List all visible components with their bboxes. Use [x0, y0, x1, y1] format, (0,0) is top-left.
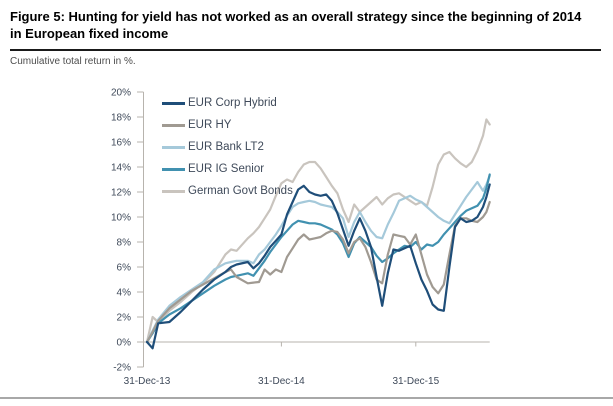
- x-axis-label: 31-Dec-13: [124, 376, 171, 387]
- chart-subtitle: Cumulative total return in %.: [10, 56, 136, 67]
- bottom-divider: [0, 397, 613, 399]
- y-axis-label: 2%: [117, 313, 132, 324]
- y-axis-label: 16%: [111, 138, 131, 149]
- legend-item: EUR IG Senior: [162, 158, 293, 180]
- y-axis-label: 4%: [117, 288, 132, 299]
- x-axis-label: 31-Dec-14: [258, 376, 305, 387]
- series-line-german-govt-bonds: [145, 118, 491, 344]
- legend-swatch-line-icon: [162, 167, 185, 171]
- legend-swatch-line-icon: [162, 189, 185, 193]
- y-axis-label: 10%: [111, 213, 131, 224]
- x-axis-label: 31-Dec-15: [392, 376, 439, 387]
- legend-label: EUR HY: [188, 119, 232, 131]
- legend-swatch-line-icon: [162, 123, 185, 127]
- legend-item: EUR Bank LT2: [162, 136, 293, 158]
- legend-item: EUR Corp Hybrid: [162, 92, 293, 114]
- y-axis-label: 14%: [111, 163, 131, 174]
- legend-swatch-line-icon: [162, 101, 185, 105]
- series-line-eur-corp-hybrid: [145, 183, 491, 350]
- legend-label: EUR Corp Hybrid: [188, 97, 277, 109]
- chart-legend: EUR Corp Hybrid EUR HY EUR Bank LT2 EUR …: [162, 92, 293, 202]
- series-line-eur-bank-lt2: [145, 174, 491, 344]
- legend-swatch-line-icon: [162, 145, 185, 149]
- legend-item: EUR HY: [162, 114, 293, 136]
- legend-label: EUR Bank LT2: [188, 141, 264, 153]
- figure-title: Figure 5: Hunting for yield has not work…: [10, 9, 582, 41]
- y-axis-label: 20%: [111, 88, 131, 99]
- series-line-eur-hy: [145, 200, 491, 344]
- legend-label: EUR IG Senior: [188, 163, 265, 175]
- legend-item: German Govt Bonds: [162, 180, 293, 202]
- series-line-eur-ig-senior: [145, 173, 491, 344]
- y-axis-label: 18%: [111, 113, 131, 124]
- y-axis-label: 6%: [117, 263, 132, 274]
- y-axis-label: 0%: [117, 338, 132, 349]
- y-axis-label: 12%: [111, 188, 131, 199]
- title-underline: [10, 49, 601, 51]
- legend-label: German Govt Bonds: [188, 185, 293, 197]
- y-axis-label: 8%: [117, 238, 132, 249]
- y-axis-label: -2%: [113, 363, 131, 374]
